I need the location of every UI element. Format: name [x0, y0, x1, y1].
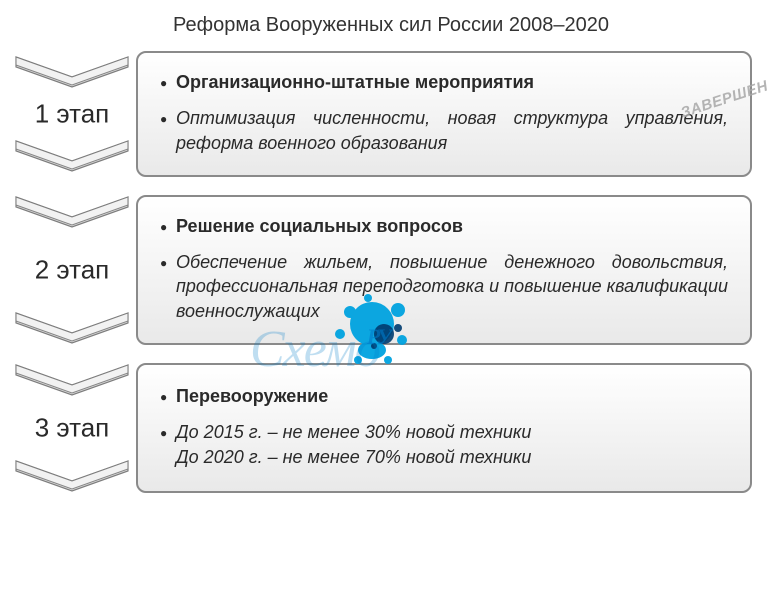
bullet-dot-icon: ●: [160, 420, 176, 470]
stage: 3 этап●Перевооружение●До 2015 г. – не ме…: [14, 363, 752, 493]
bullet-dot-icon: ●: [160, 214, 176, 240]
stage-chevron: 3 этап: [14, 363, 130, 493]
bullet-text: Оптимизация численности, новая структура…: [176, 106, 728, 156]
bullet-dot-icon: ●: [160, 70, 176, 96]
stage-bullet-heading: ●Перевооружение: [160, 384, 728, 410]
stage-list: 1 этап●Организационно-штатные мероприяти…: [0, 47, 782, 493]
bullet-text: Решение социальных вопросов: [176, 214, 463, 240]
stage-label: 1 этап: [14, 98, 130, 129]
stage: 2 этап●Решение социальных вопросов●Обесп…: [14, 195, 752, 345]
stage-content: ●Перевооружение●До 2015 г. – не менее 30…: [136, 363, 752, 493]
stage-bullet-desc: ●До 2015 г. – не менее 30% новой техники…: [160, 420, 728, 470]
stage: 1 этап●Организационно-штатные мероприяти…: [14, 51, 752, 177]
stage-bullet-desc: ●Обеспечение жильем, повышение денежного…: [160, 250, 728, 324]
bullet-text: До 2015 г. – не менее 30% новой техники …: [176, 420, 531, 470]
stage-label: 2 этап: [14, 254, 130, 285]
diagram-title: Реформа Вооруженных сил России 2008–2020: [0, 0, 782, 47]
stage-bullet-desc: ●Оптимизация численности, новая структур…: [160, 106, 728, 156]
stage-bullet-heading: ●Организационно-штатные мероприятия: [160, 70, 728, 96]
stage-content: ●Организационно-штатные мероприятия●Опти…: [136, 51, 752, 177]
bullet-dot-icon: ●: [160, 384, 176, 410]
bullet-dot-icon: ●: [160, 250, 176, 324]
bullet-text: Организационно-штатные мероприятия: [176, 70, 534, 96]
stage-label: 3 этап: [14, 413, 130, 444]
stage-chevron: 2 этап: [14, 195, 130, 345]
bullet-text: Обеспечение жильем, повышение денежного …: [176, 250, 728, 324]
stage-bullet-heading: ●Решение социальных вопросов: [160, 214, 728, 240]
bullet-dot-icon: ●: [160, 106, 176, 156]
stage-chevron: 1 этап: [14, 51, 130, 177]
bullet-text: Перевооружение: [176, 384, 328, 410]
stage-content: ●Решение социальных вопросов●Обеспечение…: [136, 195, 752, 345]
